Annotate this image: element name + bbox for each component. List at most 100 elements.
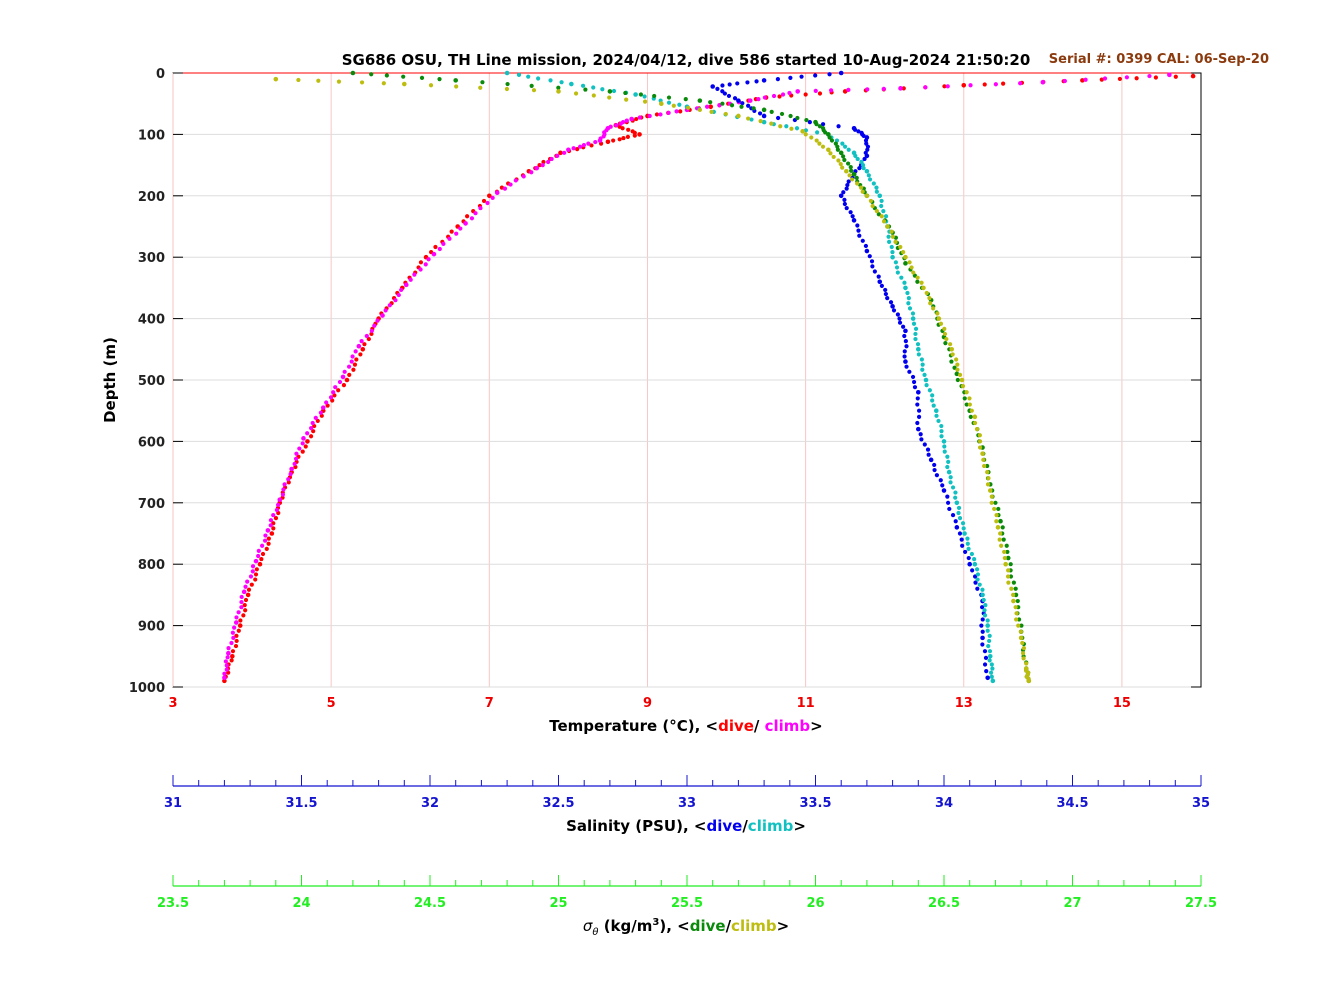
density-climb-point: [998, 531, 1003, 536]
salinity-climb-point: [886, 234, 891, 239]
density-dive-point: [962, 396, 967, 401]
density-climb-point: [924, 290, 929, 296]
temperature-dive-point: [260, 551, 266, 557]
temperature-climb-point: [383, 308, 388, 313]
density-climb-point: [982, 463, 987, 469]
density-climb-point: [504, 86, 510, 92]
temperature-dive-point: [336, 388, 341, 393]
salinity-dive-point: [876, 274, 881, 279]
salinity-dive-point: [953, 519, 958, 524]
salinity-climb-point: [861, 166, 866, 171]
temperature-climb-point: [1040, 79, 1046, 85]
temperature-dive-point: [341, 383, 347, 388]
salinity-dive-point: [918, 432, 923, 437]
density-climb-point: [989, 500, 994, 505]
temperature-climb-point: [846, 87, 851, 92]
salinity-climb-point: [902, 280, 907, 285]
temperature-climb-point: [233, 620, 239, 625]
density-climb-point: [1011, 592, 1016, 598]
temperature-climb-point: [230, 630, 235, 635]
density-dive-point: [838, 150, 844, 156]
temperature-dive-point: [249, 582, 254, 587]
density-climb-point: [531, 88, 537, 93]
density-tick-label: 24.5: [414, 896, 446, 911]
density-climb-point: [986, 476, 991, 481]
temperature-climb-point: [248, 574, 254, 579]
density-dive-point: [903, 261, 908, 266]
depth-tick-label: 400: [138, 313, 165, 328]
salinity-dive-point: [957, 531, 963, 536]
density-dive-point: [729, 103, 735, 108]
salinity-dive-point: [726, 93, 732, 99]
temperature-dive-point: [487, 193, 492, 199]
density-dive-point: [652, 93, 657, 99]
temperature-dive-point: [254, 567, 259, 572]
salinity-climb-point: [965, 536, 970, 541]
density-climb-point: [1016, 623, 1021, 628]
salinity-dive-point: [925, 447, 931, 452]
salinity-climb-point: [939, 434, 944, 439]
salinity-climb-point: [883, 214, 889, 219]
temperature-climb-point: [762, 95, 767, 100]
salinity-dive-point: [967, 561, 972, 567]
salinity-climb-point: [874, 185, 879, 190]
density-dive-point: [849, 168, 854, 173]
temperature-climb-series: [222, 72, 1172, 681]
salinity-climb-point: [910, 311, 916, 316]
density-climb-point: [889, 229, 894, 234]
salinity-climb-point: [600, 87, 605, 92]
salinity-climb-point: [948, 475, 953, 480]
salinity-climb-point: [905, 290, 910, 296]
temperature-dive-point: [273, 516, 279, 521]
temperature-climb-point: [704, 104, 710, 109]
salinity-climb-point: [985, 618, 990, 623]
temperature-dive-point: [308, 434, 314, 439]
salinity-climb-point: [894, 265, 900, 270]
density-dive-point: [1013, 586, 1018, 591]
density-climb-point: [1024, 661, 1029, 666]
salinity-climb-point: [853, 153, 858, 158]
salinity-dive-point: [856, 228, 861, 233]
salinity-dive-point: [788, 75, 793, 81]
temperature-climb-point: [224, 663, 229, 668]
salinity-climb-point: [982, 608, 987, 613]
density-climb-point: [758, 118, 763, 124]
salinity-climb-point: [961, 526, 966, 531]
temperature-dive-point: [243, 597, 249, 603]
temperature-climb-point: [618, 121, 623, 126]
density-climb-point: [911, 270, 916, 275]
density-dive-point: [1001, 537, 1006, 542]
salinity-dive-point: [938, 478, 943, 483]
salinity-dive-point: [932, 467, 937, 473]
temperature-dive-point: [257, 561, 263, 567]
temperature-climb-point: [236, 610, 241, 615]
salinity-tick-label: 33: [678, 796, 696, 811]
salinity-climb-point: [911, 321, 917, 326]
salinity-climb-point: [906, 296, 911, 301]
salinity-dive-point: [980, 629, 985, 634]
density-climb-point: [955, 362, 960, 367]
temperature-climb-point: [222, 675, 227, 681]
salinity-dive-point: [897, 316, 902, 321]
salinity-climb-point: [840, 141, 845, 146]
density-dive-point: [1000, 525, 1005, 530]
density-dive-point: [788, 113, 793, 119]
temperature-climb-point: [540, 163, 545, 168]
temperature-climb-point: [349, 359, 354, 364]
salinity-dive-point: [888, 300, 894, 305]
salinity-climb-point: [580, 83, 586, 88]
salinity-dive-point: [916, 408, 922, 413]
salinity-climb-point: [977, 582, 982, 587]
temperature-climb-point: [647, 113, 652, 119]
density-climb-point: [928, 301, 933, 306]
density-climb-point: [1006, 580, 1011, 585]
temperature-climb-point: [239, 605, 244, 610]
density-dive-point: [851, 172, 857, 177]
salinity-climb-point: [516, 72, 522, 77]
salinity-tick-label: 33.5: [799, 796, 831, 811]
temperature-climb-point: [945, 84, 950, 89]
density-dive-point: [401, 74, 406, 79]
temperature-dive-point: [305, 439, 310, 444]
salinity-dive-point: [945, 494, 950, 499]
salinity-climb-point: [989, 662, 994, 667]
